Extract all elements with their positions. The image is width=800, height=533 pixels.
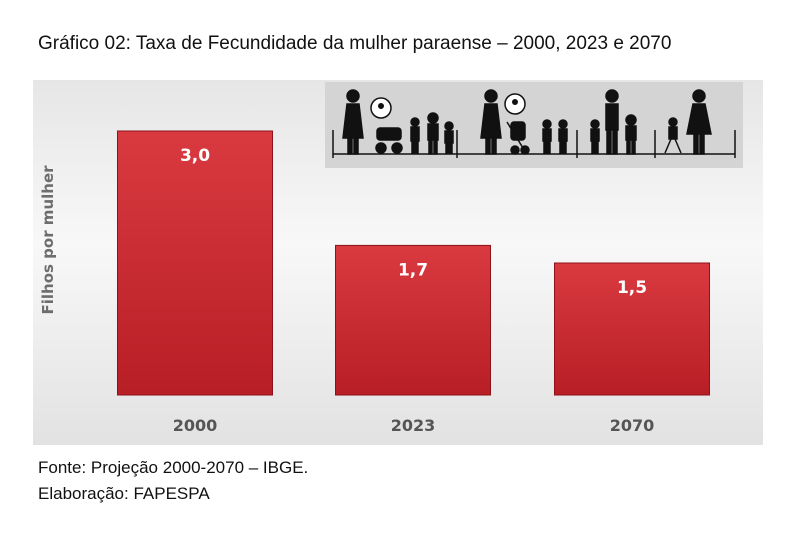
x-tick-label-2023: 2023 bbox=[391, 416, 436, 435]
x-tick-label-2070: 2070 bbox=[610, 416, 655, 435]
source-note: Fonte: Projeção 2000-2070 – IBGE. bbox=[38, 458, 309, 477]
chart-title: Gráfico 02: Taxa de Fecundidade da mulhe… bbox=[38, 33, 672, 54]
bar-2070 bbox=[554, 262, 710, 396]
data-label-2000: 3,0 bbox=[180, 146, 210, 166]
bar-2000 bbox=[117, 130, 273, 396]
data-label-2023: 1,7 bbox=[398, 260, 428, 280]
baby-bubble-icon bbox=[370, 93, 526, 119]
data-label-2070: 1,5 bbox=[617, 278, 647, 298]
family-group-icon bbox=[332, 89, 736, 158]
credit-note: Elaboração: FAPESPA bbox=[38, 484, 210, 503]
x-tick-label-2000: 2000 bbox=[173, 416, 218, 435]
bar-2023 bbox=[335, 244, 491, 396]
family-illustration bbox=[325, 82, 743, 168]
bar-chart: 3,0 2000 1,7 2023 1,5 2070 bbox=[117, 130, 710, 435]
y-axis-label: Filhos por mulher bbox=[39, 165, 57, 315]
